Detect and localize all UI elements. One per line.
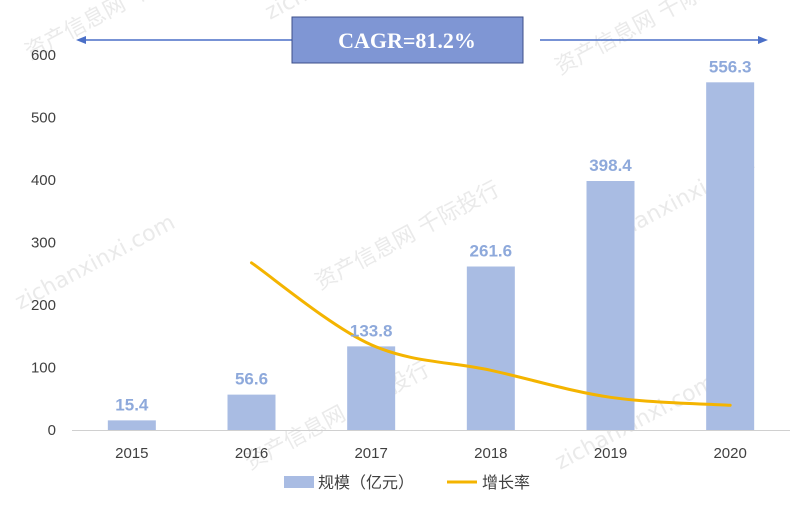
legend: 规模（亿元） 增长率 — [284, 473, 530, 492]
growth-line-path — [250, 261, 732, 407]
legend-label-line: 增长率 — [482, 473, 530, 492]
x-tick-label: 2020 — [713, 445, 746, 462]
bar-2016 — [227, 394, 276, 430]
data-labels: 15.4 56.6 133.8 261.6 398.4 556.3 — [115, 57, 751, 414]
data-label-2020: 556.3 — [709, 57, 752, 76]
data-label-2017: 133.8 — [350, 321, 393, 340]
x-tick-label: 2016 — [235, 445, 268, 462]
x-axis: 2015 2016 2017 2018 2019 2020 — [72, 430, 790, 462]
y-tick-label: 600 — [31, 47, 56, 64]
x-tick-label: 2018 — [474, 445, 507, 462]
y-tick-label: 200 — [31, 297, 56, 314]
x-tick-label: 2017 — [354, 445, 387, 462]
bar-series — [107, 82, 755, 430]
x-tick-label: 2015 — [115, 445, 148, 462]
data-label-2019: 398.4 — [589, 156, 632, 175]
cagr-annotation: CAGR=81.2% — [76, 16, 768, 64]
bar-2018 — [466, 266, 515, 430]
data-label-2016: 56.6 — [235, 370, 268, 389]
cagr-arrowhead-right — [758, 36, 768, 44]
data-label-2018: 261.6 — [470, 242, 513, 261]
y-tick-label: 0 — [48, 422, 56, 439]
x-tick-label: 2019 — [594, 445, 627, 462]
growth-line-series — [250, 261, 732, 407]
cagr-arrowhead-left — [76, 36, 86, 44]
y-axis: 0 100 200 300 400 500 600 — [31, 47, 56, 439]
y-tick-label: 500 — [31, 110, 56, 127]
data-label-2015: 15.4 — [115, 395, 149, 414]
bar-2017 — [347, 346, 396, 430]
y-tick-label: 100 — [31, 360, 56, 377]
y-tick-label: 400 — [31, 172, 56, 189]
y-tick-label: 300 — [31, 235, 56, 252]
bar-2019 — [586, 181, 635, 430]
legend-swatch-bar — [284, 476, 314, 488]
legend-label-bar: 规模（亿元） — [318, 473, 414, 492]
bar-2015 — [107, 420, 156, 430]
cagr-text: CAGR=81.2% — [338, 28, 476, 53]
cagr-box — [291, 16, 524, 64]
watermark-text: zichanxinxi.com — [551, 370, 719, 475]
bar-2020 — [706, 82, 755, 430]
